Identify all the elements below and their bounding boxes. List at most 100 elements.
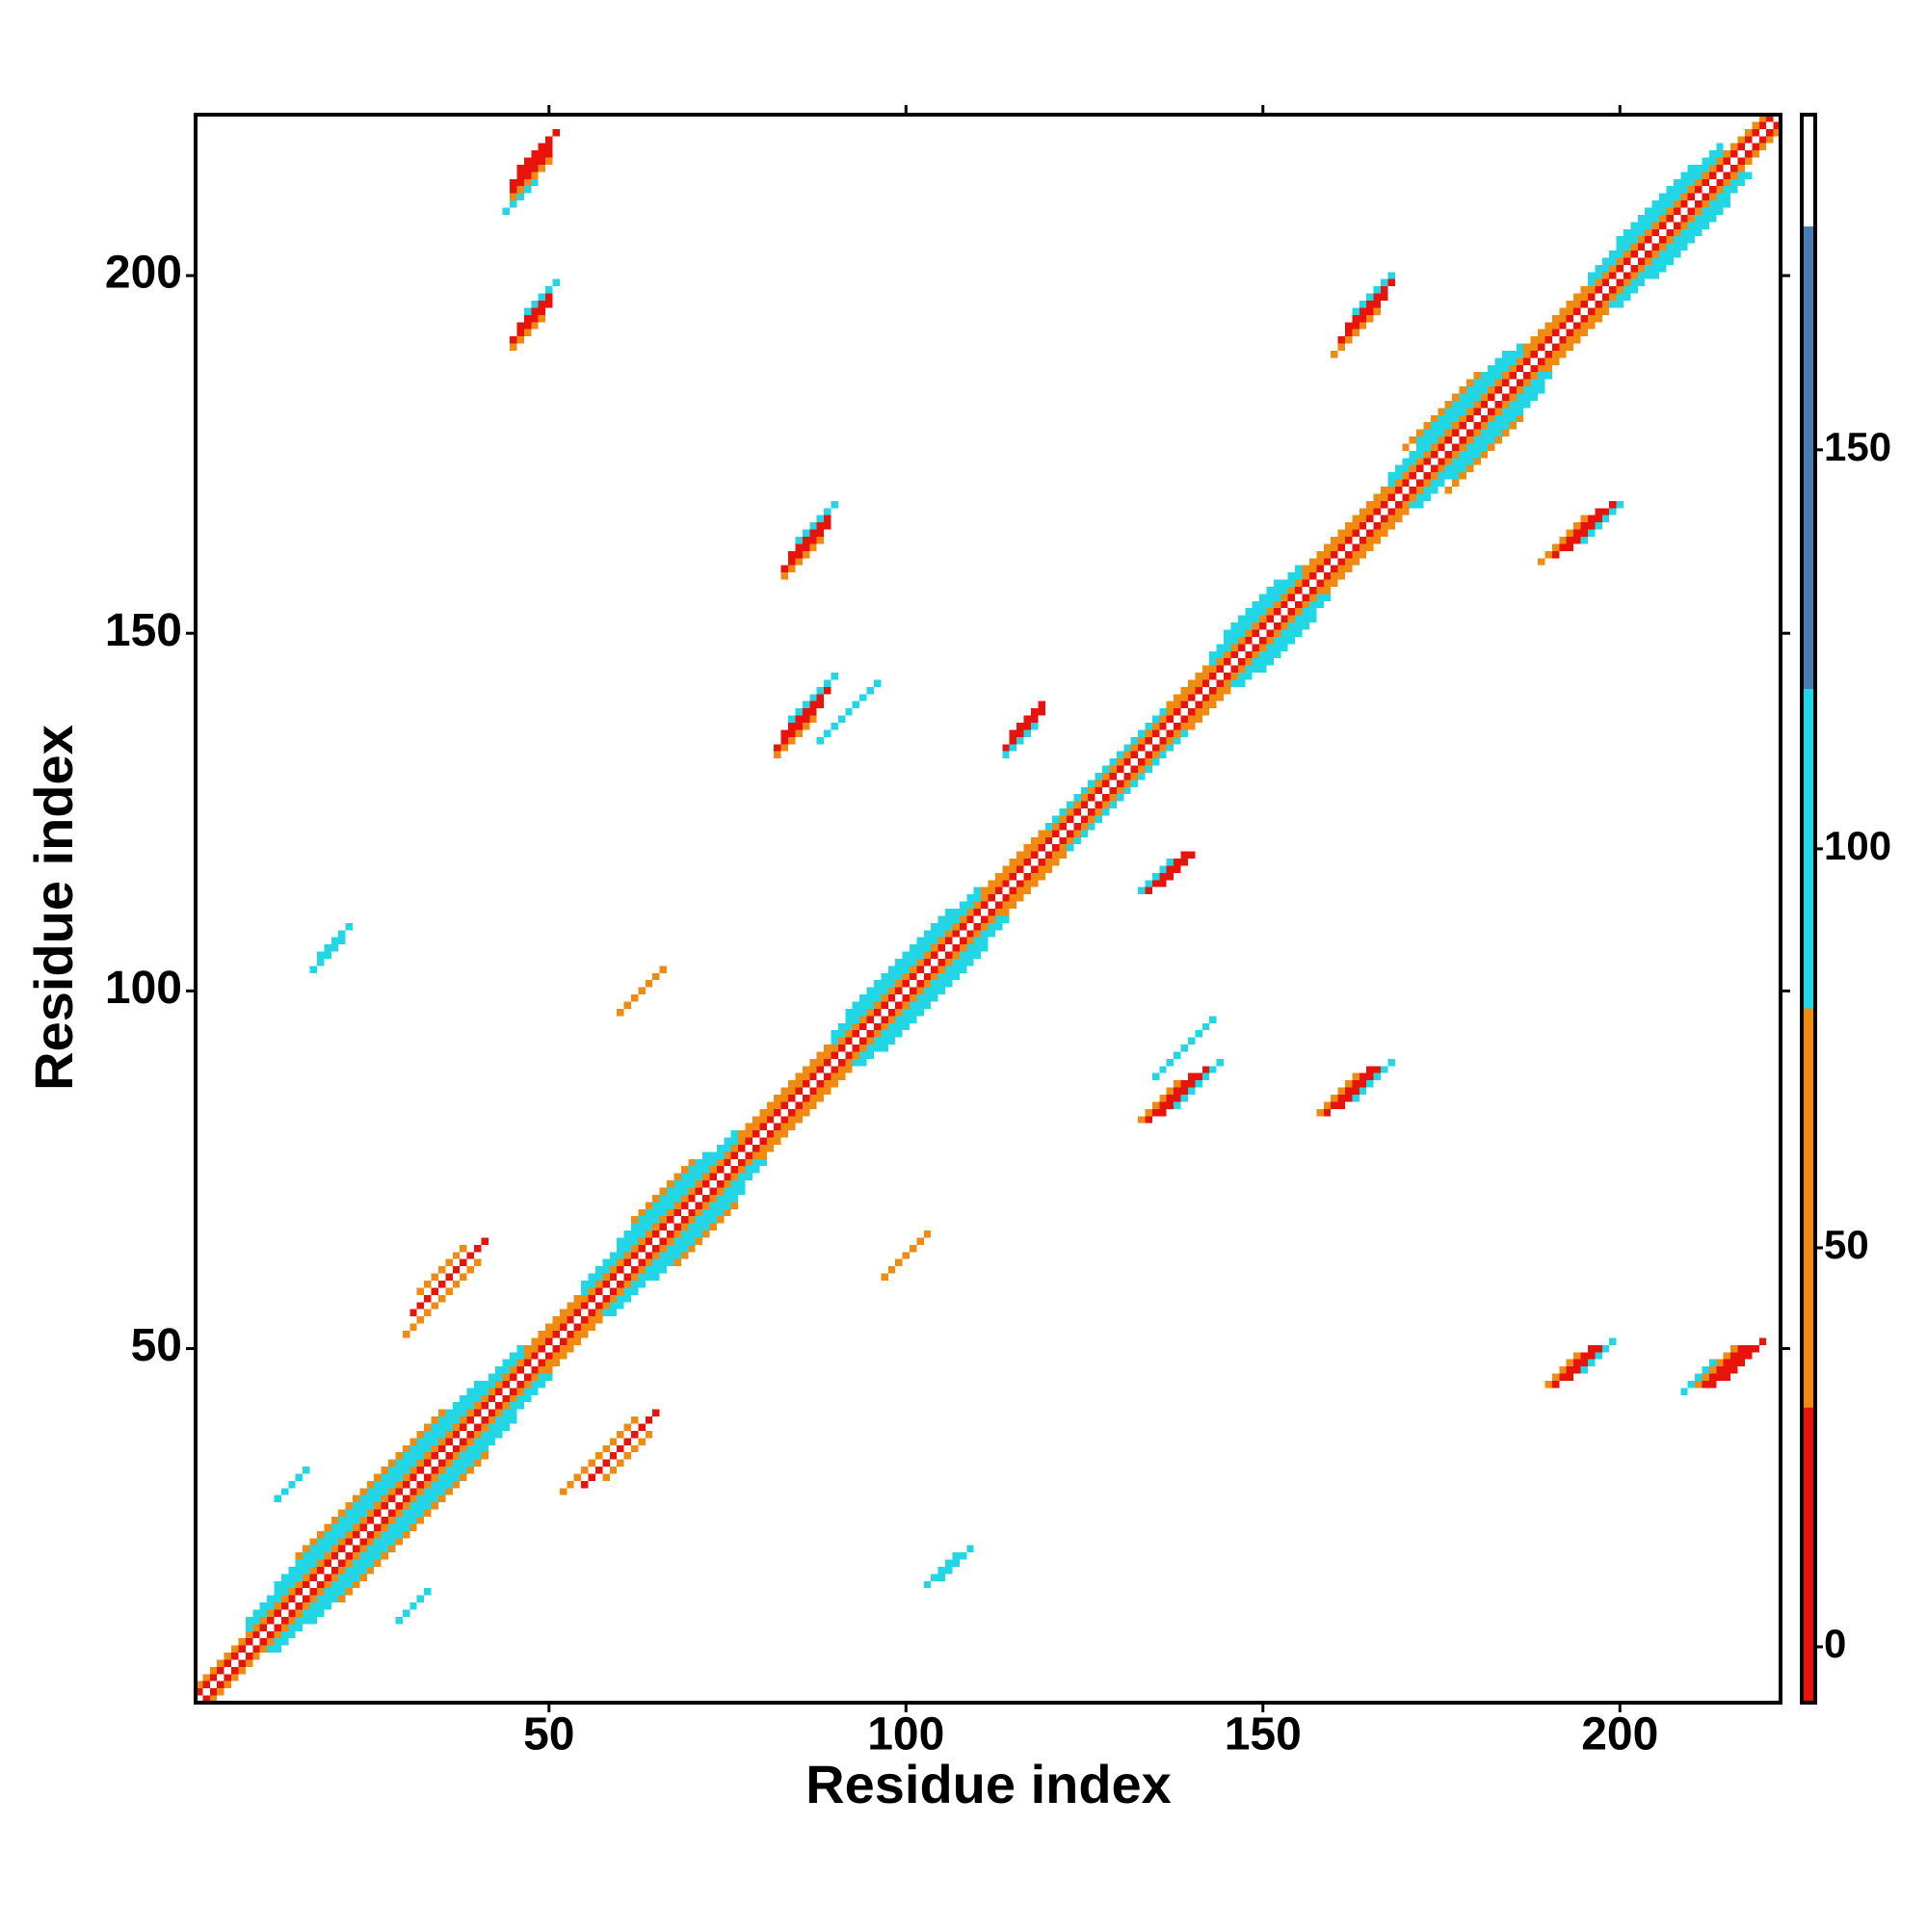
plot-frame [194,113,1782,1705]
contact-strip [1009,701,1045,737]
contact-strip [617,966,668,1017]
contact-strip-mirror [1187,686,1231,730]
x-axis-title: Residue index [805,1754,1172,1814]
contact-strip-mirror [1651,200,1731,279]
contact-strip-mirror [1544,307,1610,373]
contact-strip-mirror [1409,372,1545,509]
contact-strip [1344,278,1395,330]
y-tick-label: 150 [105,605,182,656]
contact-strip-mirror [1444,414,1524,494]
contact-strip-mirror [1580,500,1623,544]
x-tick-label: 50 [523,1709,574,1760]
contact-strip [981,830,1045,895]
contact-strip [523,278,560,315]
contact-strip [196,115,1774,1696]
contact-strip [788,673,838,723]
contact-strip-mirror [581,1409,660,1489]
contact-strip-mirror [881,1231,932,1282]
contact-strip-mirror [859,915,1010,1067]
contact-strip [774,701,825,752]
contact-strip-mirror [852,915,1003,1067]
contact-strip-mirror [1452,386,1545,480]
contact-strip-mirror [1723,1337,1767,1381]
contact-strip-mirror [937,1545,974,1581]
y-tick-label: 100 [105,963,182,1014]
contact-strip [1587,150,1724,287]
colorbar-frame [1800,113,1817,1705]
contact-strip-mirror [1174,1058,1225,1109]
contact-strip-mirror [1616,172,1753,308]
colorbar-tick-label: 50 [1824,1222,1869,1267]
contact-strip [1044,708,1167,831]
contact-strip [788,515,832,559]
contact-strip-mirror [1538,515,1588,566]
colorbar-tick-label: 0 [1824,1621,1846,1666]
contact-strip [631,1158,696,1224]
contact-strip-mirror [1067,729,1188,852]
contact-strip [1209,565,1303,659]
y-axis-title: Residue index [23,725,84,1091]
contact-strip-mirror [309,1416,517,1625]
contact-strip [1402,372,1481,451]
contact-strip-mirror [1151,1016,1217,1081]
contact-strip [309,937,346,973]
contact-strip [1352,272,1395,315]
colorbar-segment [1802,689,1815,1009]
contact-strip [1387,343,1524,480]
contact-strip-mirror [1352,1058,1395,1102]
colorbar-segment [1802,1008,1815,1408]
contact-strip-mirror [1323,508,1410,595]
contact-strip [510,314,546,351]
contact-strip-mirror [1566,500,1617,551]
contact-strip [617,1151,710,1245]
contact-strip [795,500,838,544]
contact-strip [831,894,982,1045]
contact-strip-mirror [267,1373,546,1654]
contact-strip-mirror [1551,1344,1596,1389]
colorbar-segment [1802,1407,1815,1703]
contact-strip-mirror [652,1187,746,1282]
contact-strip-mirror [274,1373,553,1654]
contact-strip [1587,143,1724,279]
contact-strip-mirror [759,1066,853,1159]
contact-strip-mirror [1566,1344,1602,1381]
contact-strip-mirror [1237,594,1332,687]
contact-strip [1002,708,1045,752]
y-tick-label: 200 [105,248,182,299]
colorbar-segment [1802,115,1815,226]
contact-strip-mirror [559,1416,639,1495]
contact-strip [1616,164,1696,244]
contact-strip [1331,307,1382,358]
contact-strip-mirror [338,1452,488,1603]
contact-strip-mirror [1580,1337,1617,1374]
contact-strip [245,1344,524,1625]
contact-strip [1002,722,1039,759]
x-tick-label: 200 [1581,1709,1658,1760]
contact-strip-mirror [1259,615,1317,674]
contact-strip [1416,350,1510,444]
x-tick-label: 150 [1225,1709,1302,1760]
contact-strip [831,887,982,1038]
contact-strip [523,1294,582,1353]
contact-strip-mirror [602,1430,653,1481]
contact-strip [1523,286,1588,351]
contact-strip [738,1045,832,1138]
contact-strip-mirror [1159,851,1196,887]
contact-strip [416,1244,467,1295]
contact-strip [295,1409,446,1560]
colorbar-segment [1802,225,1815,690]
contact-strip-mirror [1002,851,1068,916]
contact-strip-mirror [1551,508,1602,559]
contact-strip-mirror [1145,1072,1196,1124]
contact-strip [1224,579,1281,637]
contact-strip [816,679,882,745]
x-tick-label: 100 [867,1709,944,1760]
contact-strip-mirror [1230,594,1324,687]
contact-strip-mirror [1159,1066,1210,1117]
contact-strip [402,1258,482,1338]
contact-strip [245,1352,524,1631]
contact-strip [1209,572,1303,666]
contact-strip [780,686,832,737]
contact-strip [780,522,832,573]
